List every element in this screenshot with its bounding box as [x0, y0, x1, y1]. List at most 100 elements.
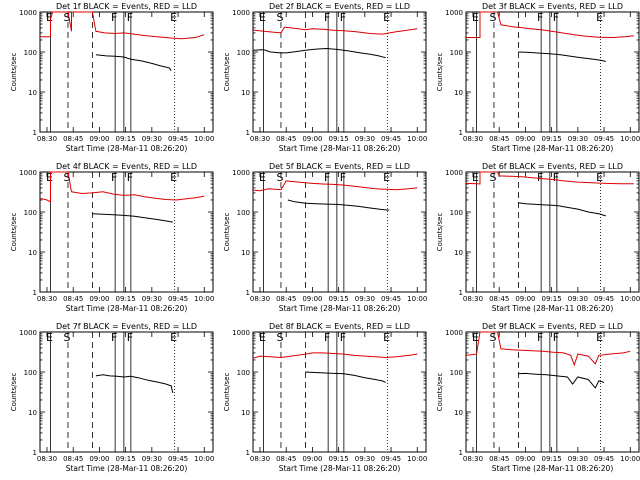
events-series-line [252, 47, 386, 59]
x-tick-label: 09:15 [116, 135, 136, 143]
y-tick-label: 10 [28, 409, 37, 417]
y-tick-label: 1 [246, 449, 250, 457]
x-tick-label: 08:30 [463, 455, 483, 463]
x-tick-label: 08:30 [250, 455, 270, 463]
x-tick-label: 09:30 [142, 135, 162, 143]
x-axis-label: Start Time (28-Mar-11 08:26:20) [279, 304, 401, 313]
lld-series-line [465, 171, 634, 185]
x-tick-label: 08:45 [276, 455, 296, 463]
lld-series-line [39, 171, 205, 203]
x-tick-label: 09:15 [542, 295, 562, 303]
y-tick-label: 100 [237, 369, 250, 377]
event-marker-label: E [46, 331, 53, 344]
x-tick-label: 09:15 [329, 455, 349, 463]
x-tick-label: 08:45 [489, 455, 509, 463]
y-tick-label: 10 [28, 249, 37, 257]
y-axis-label: Counts/sec [436, 53, 444, 92]
x-tick-label: 08:45 [489, 135, 509, 143]
event-marker-label: E [472, 171, 479, 184]
event-marker-label: F [324, 11, 330, 24]
x-axis-label: Start Time (28-Mar-11 08:26:20) [66, 304, 188, 313]
event-marker-label: S [489, 331, 496, 344]
detector-panel: Det 8f BLACK = Events, RED = LLD 1 10 100 10… [223, 322, 427, 473]
x-tick-label: 09:45 [381, 295, 401, 303]
x-tick-label: 09:00 [89, 295, 109, 303]
x-tick-label: 08:45 [63, 295, 83, 303]
x-tick-label: 09:30 [568, 135, 588, 143]
x-tick-label: 09:45 [594, 135, 614, 143]
x-tick-label: 10:00 [194, 455, 214, 463]
y-tick-label: 10 [241, 249, 250, 257]
x-tick-label: 09:45 [381, 455, 401, 463]
y-tick-label: 100 [237, 209, 250, 217]
detector-panel: Det 4f BLACK = Events, RED = LLD 1 10 100 10… [10, 162, 214, 313]
panel-title: Det 7f BLACK = Events, RED = LLD [56, 322, 197, 331]
x-tick-label: 10:00 [620, 135, 640, 143]
y-tick-label: 10 [454, 89, 463, 97]
x-axis-label: Start Time (28-Mar-11 08:26:20) [492, 464, 614, 473]
event-marker-label: S [276, 11, 283, 24]
y-tick-label: 1 [246, 289, 250, 297]
event-marker-label: S [276, 331, 283, 344]
lld-series-line [40, 11, 205, 40]
x-tick-label: 09:45 [594, 455, 614, 463]
x-tick-label: 10:00 [620, 455, 640, 463]
x-tick-label: 09:15 [542, 135, 562, 143]
event-marker-label: E [259, 171, 266, 184]
x-tick-label: 08:45 [63, 455, 83, 463]
y-axis-label: Counts/sec [223, 53, 231, 92]
event-marker-label: F [111, 11, 117, 24]
x-tick-label: 09:00 [89, 455, 109, 463]
event-marker-label: E [46, 11, 53, 24]
event-marker-label: E [170, 331, 177, 344]
lld-series-line [252, 26, 418, 35]
x-tick-label: 09:00 [515, 455, 535, 463]
event-marker-label: S [63, 171, 70, 184]
x-axis-label: Start Time (28-Mar-11 08:26:20) [492, 304, 614, 313]
y-tick-label: 10 [454, 409, 463, 417]
detector-panel: Det 9f BLACK = Events, RED = LLD 1 10 100 10… [436, 322, 640, 473]
x-tick-label: 09:45 [168, 135, 188, 143]
events-series-line [518, 51, 606, 62]
x-tick-label: 09:30 [142, 455, 162, 463]
event-marker-label: E [472, 331, 479, 344]
plot-frame [252, 331, 427, 453]
event-marker-label: F [340, 331, 346, 344]
lld-series-line [466, 11, 634, 39]
event-marker-label: F [553, 11, 559, 24]
y-axis-label: Counts/sec [436, 213, 444, 252]
event-marker-label: S [63, 11, 70, 24]
detector-panel: Det 5f BLACK = Events, RED = LLD 1 10 100 10… [223, 162, 427, 313]
y-tick-label: 1000 [232, 329, 250, 337]
x-tick-label: 10:00 [407, 295, 427, 303]
x-tick-label: 09:15 [329, 295, 349, 303]
event-marker-label: F [324, 331, 330, 344]
y-tick-label: 1000 [19, 329, 37, 337]
x-tick-label: 09:00 [302, 135, 322, 143]
event-marker-label: F [340, 171, 346, 184]
y-tick-label: 100 [450, 369, 463, 377]
panel-title: Det 3f BLACK = Events, RED = LLD [482, 2, 623, 11]
plot-frame [39, 331, 214, 453]
detector-panel: Det 1f BLACK = Events, RED = LLD 1 10 100 10… [10, 2, 214, 153]
x-tick-label: 08:30 [250, 295, 270, 303]
event-marker-label: F [324, 171, 330, 184]
x-tick-label: 09:30 [355, 135, 375, 143]
x-tick-label: 10:00 [194, 295, 214, 303]
x-tick-label: 08:30 [463, 135, 483, 143]
events-series-line [305, 371, 386, 383]
event-marker-label: E [259, 331, 266, 344]
x-tick-label: 08:45 [276, 295, 296, 303]
x-tick-label: 09:00 [89, 135, 109, 143]
event-marker-label: F [553, 331, 559, 344]
x-tick-label: 09:45 [381, 135, 401, 143]
event-marker-label: F [537, 11, 543, 24]
plot-frame [252, 11, 427, 133]
y-tick-label: 1 [459, 129, 463, 137]
y-axis-label: Counts/sec [10, 213, 18, 252]
y-tick-label: 10 [241, 409, 250, 417]
y-axis-label: Counts/sec [10, 53, 18, 92]
event-marker-label: F [537, 171, 543, 184]
plot-frame [465, 11, 640, 133]
y-tick-label: 1 [459, 449, 463, 457]
